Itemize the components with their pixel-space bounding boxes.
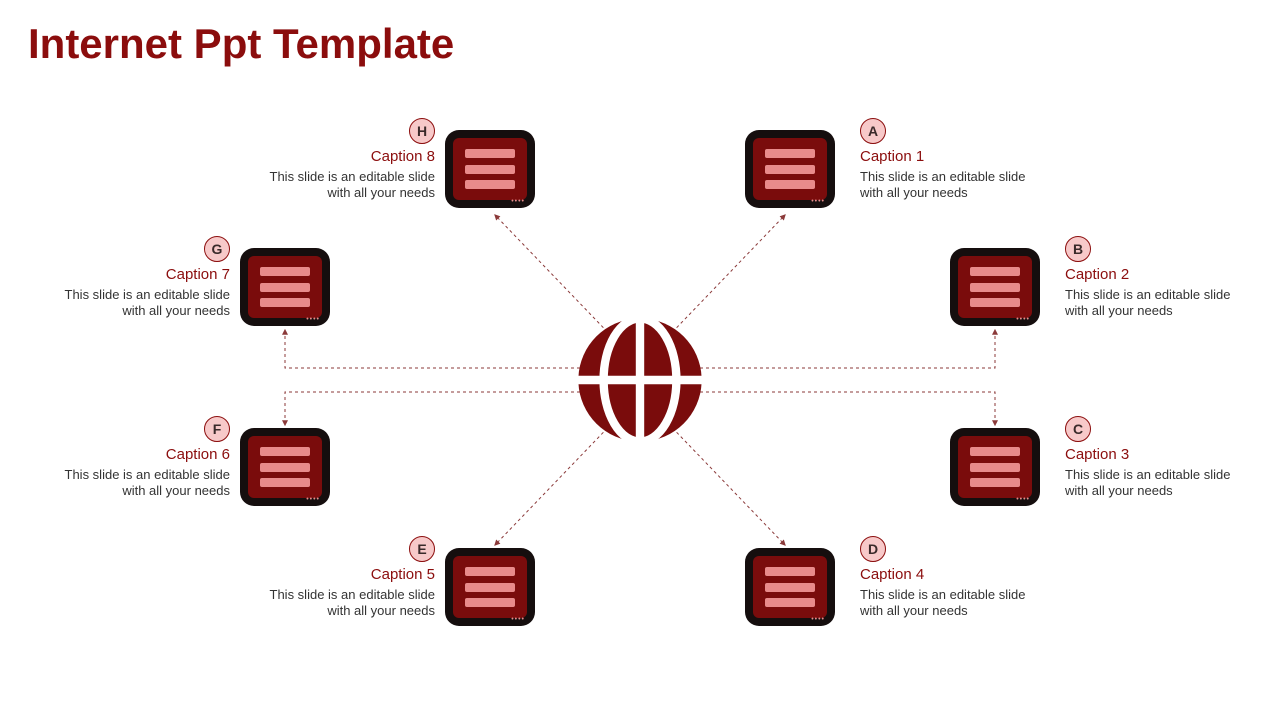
caption-block-b: B Caption 2 This slide is an editable slid… <box>1065 236 1240 320</box>
globe-icon <box>570 310 710 450</box>
server-icon-e: •••• <box>445 548 535 626</box>
connector-B <box>700 330 995 368</box>
badge-a: A <box>860 118 886 144</box>
caption-block-g: G Caption 7 This slide is an editable slid… <box>55 236 230 320</box>
badge-g: G <box>204 236 230 262</box>
caption-desc-e: This slide is an editable slide with all… <box>265 587 435 620</box>
server-icon-a: •••• <box>745 130 835 208</box>
caption-label-b: Caption 2 <box>1065 266 1240 283</box>
badge-b: B <box>1065 236 1091 262</box>
caption-label-h: Caption 8 <box>260 148 435 165</box>
caption-block-d: D Caption 4 This slide is an editable slid… <box>860 536 1035 620</box>
caption-label-g: Caption 7 <box>55 266 230 283</box>
badge-c: C <box>1065 416 1091 442</box>
server-icon-h: •••• <box>445 130 535 208</box>
badge-d: D <box>860 536 886 562</box>
caption-block-f: F Caption 6 This slide is an editable slid… <box>55 416 230 500</box>
caption-desc-g: This slide is an editable slide with all… <box>60 287 230 320</box>
caption-label-c: Caption 3 <box>1065 446 1240 463</box>
server-icon-g: •••• <box>240 248 330 326</box>
caption-label-f: Caption 6 <box>55 446 230 463</box>
caption-block-a: A Caption 1 This slide is an editable slid… <box>860 118 1035 202</box>
caption-label-d: Caption 4 <box>860 566 1035 583</box>
caption-desc-d: This slide is an editable slide with all… <box>860 587 1030 620</box>
connector-F <box>285 392 580 425</box>
diagram-stage: •••• A Caption 1 This slide is an editable … <box>0 0 1280 720</box>
connector-G <box>285 330 580 368</box>
caption-label-e: Caption 5 <box>260 566 435 583</box>
badge-e: E <box>409 536 435 562</box>
caption-block-e: E Caption 5 This slide is an editable slid… <box>260 536 435 620</box>
server-icon-b: •••• <box>950 248 1040 326</box>
badge-h: H <box>409 118 435 144</box>
caption-desc-c: This slide is an editable slide with all… <box>1065 467 1235 500</box>
caption-desc-a: This slide is an editable slide with all… <box>860 169 1030 202</box>
connector-C <box>700 392 995 425</box>
caption-label-a: Caption 1 <box>860 148 1035 165</box>
caption-block-c: C Caption 3 This slide is an editable slid… <box>1065 416 1240 500</box>
server-icon-c: •••• <box>950 428 1040 506</box>
caption-desc-f: This slide is an editable slide with all… <box>60 467 230 500</box>
badge-f: F <box>204 416 230 442</box>
caption-block-h: H Caption 8 This slide is an editable slid… <box>260 118 435 202</box>
server-icon-f: •••• <box>240 428 330 506</box>
caption-desc-h: This slide is an editable slide with all… <box>265 169 435 202</box>
caption-desc-b: This slide is an editable slide with all… <box>1065 287 1235 320</box>
server-icon-d: •••• <box>745 548 835 626</box>
